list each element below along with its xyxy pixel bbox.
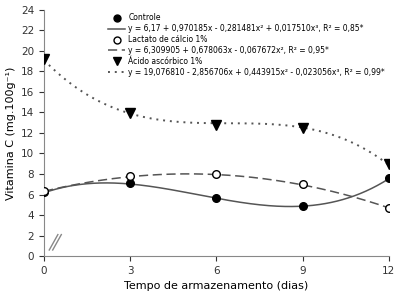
X-axis label: Tempo de armazenamento (dias): Tempo de armazenamento (dias) <box>124 282 309 291</box>
Y-axis label: Vitamina C (mg.100g⁻¹): Vitamina C (mg.100g⁻¹) <box>6 66 16 200</box>
Legend: Controle, y = 6,17 + 0,970185x - 0,281481x² + 0,017510x³, R² = 0,85*, Lactato de: Controle, y = 6,17 + 0,970185x - 0,28148… <box>106 11 387 79</box>
